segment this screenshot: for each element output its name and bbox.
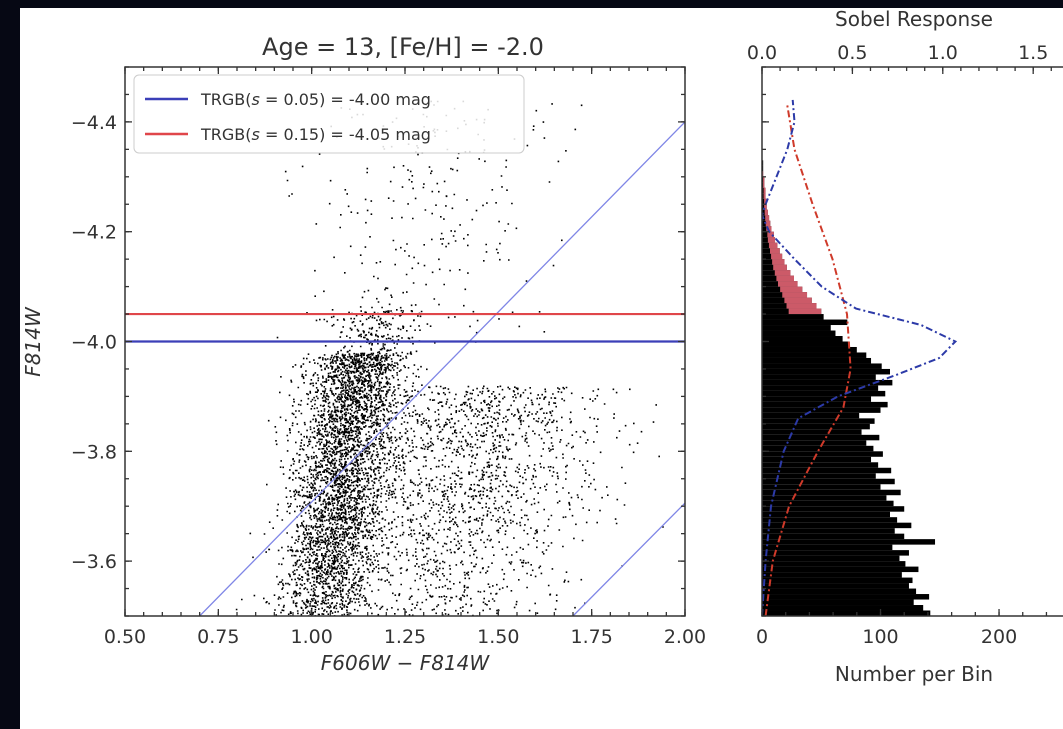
cmd-title: Age = 13, [Fe/H] = -2.0: [262, 33, 544, 61]
histogram-bar: [762, 402, 888, 407]
x-tick-label-1: 0.75: [197, 626, 239, 648]
histogram-bar: [762, 495, 886, 500]
histogram-bar: [762, 545, 892, 550]
hist-x-tick-label-2: 200: [981, 626, 1017, 648]
histogram-overlay-bar: [775, 270, 791, 275]
histogram-bar: [762, 413, 859, 418]
x-tick-label-4: 1.50: [477, 626, 519, 648]
histogram-bar: [762, 567, 918, 572]
sobel-tick-label-2: 1.0: [928, 42, 958, 64]
histogram-overlay-bar: [763, 177, 764, 182]
histogram-overlay-bar: [765, 215, 769, 220]
histogram-overlay-bar: [763, 182, 764, 187]
y-tick-label-0: −3.6: [71, 551, 117, 573]
histogram-bar: [762, 539, 935, 544]
y-tick-label-4: −4.4: [71, 112, 117, 134]
histogram-bar: [762, 611, 930, 616]
x-tick-label-0: 0.50: [104, 626, 146, 648]
cmd-xlabel: F606W − F814W: [321, 651, 491, 675]
histogram-bar: [762, 396, 871, 401]
sobel-tick-label-1: 0.5: [837, 42, 867, 64]
histogram-bar: [762, 501, 894, 506]
histogram-overlay-bar: [764, 193, 766, 198]
histogram-bar: [762, 407, 881, 412]
x-tick-label-5: 1.75: [571, 626, 613, 648]
histogram-bar: [762, 347, 857, 352]
histogram-bar: [762, 391, 885, 396]
histogram-bar: [762, 490, 901, 495]
histogram-bar: [762, 578, 913, 583]
histogram-bar: [762, 363, 882, 368]
legend-entry-blue: TRGB(s = 0.05) = -4.00 mag: [200, 90, 431, 109]
histogram-overlay-bar: [768, 237, 775, 242]
histogram-bar: [762, 473, 876, 478]
histogram-bar: [762, 583, 909, 588]
histogram-bar: [762, 506, 904, 511]
histogram-bar: [762, 594, 929, 599]
hist-x-tick-label-0: 0: [756, 626, 768, 648]
histogram-bar: [762, 479, 895, 484]
histogram-overlay-bar: [772, 259, 784, 264]
histogram-bar: [762, 429, 862, 434]
histogram-bar: [762, 589, 916, 594]
histogram-bar: [762, 440, 866, 445]
histogram-bar: [762, 325, 831, 330]
histogram-bar: [762, 435, 879, 440]
y-tick-label-3: −4.2: [71, 222, 117, 244]
x-tick-label-6: 2.00: [664, 626, 706, 648]
histogram-bar: [762, 550, 909, 555]
histogram-bar: [762, 605, 923, 610]
histogram-overlay-bar: [789, 309, 822, 314]
histogram-bar: [762, 336, 843, 341]
histogram-overlay-bar: [787, 303, 817, 308]
histogram-bar: [762, 369, 890, 374]
histogram-bar: [762, 512, 890, 517]
histogram-overlay-bar: [770, 248, 780, 253]
histogram-overlay-bar: [776, 276, 794, 281]
histogram-overlay-bar: [780, 287, 802, 292]
histogram-bar: [762, 457, 871, 462]
sobel-tick-label-0: 0.0: [747, 42, 777, 64]
histogram-bar: [762, 331, 835, 336]
histogram-overlay-bar: [765, 210, 768, 215]
histogram-overlay-bar: [769, 243, 777, 248]
x-tick-label-2: 1.00: [291, 626, 333, 648]
hist-x-tick-label-1: 100: [862, 626, 898, 648]
histogram-overlay-bar: [764, 188, 766, 193]
histogram-overlay-bar: [766, 221, 771, 226]
y-tick-label-1: −3.8: [71, 441, 117, 463]
histogram-bar: [762, 342, 850, 347]
histogram-bar: [762, 534, 904, 539]
y-tick-label-2: −4.0: [71, 332, 117, 354]
histogram-bar: [762, 517, 897, 522]
cmd-legend: TRGB(s = 0.05) = -4.00 mag TRGB(s = 0.15…: [134, 75, 524, 153]
histogram-overlay-bar: [778, 281, 798, 286]
histogram-bar: [762, 418, 875, 423]
cmd-ylabel: F814W: [21, 306, 45, 377]
histogram-xlabel: Number per Bin: [835, 662, 993, 686]
histogram-bar: [762, 358, 871, 363]
histogram-bar: [762, 320, 847, 325]
histogram-overlay-bar: [784, 298, 811, 303]
x-tick-label-3: 1.25: [384, 626, 426, 648]
sobel-axis-label: Sobel Response: [835, 7, 993, 31]
histogram-bar: [762, 484, 881, 489]
histogram-bar: [762, 314, 824, 319]
histogram-bar: [762, 572, 902, 577]
legend-entry-red: TRGB(s = 0.15) = -4.05 mag: [200, 125, 431, 144]
histogram-bar: [762, 424, 870, 429]
histogram-bar: [762, 451, 883, 456]
histogram-bar: [762, 556, 899, 561]
histogram-bar: [762, 468, 891, 473]
histogram-bar: [762, 600, 914, 605]
histogram-overlay-bar: [782, 292, 807, 297]
histogram-bar: [762, 374, 876, 379]
sobel-tick-label-3: 1.5: [1018, 42, 1048, 64]
histogram-bar: [762, 561, 905, 566]
histogram-overlay-bar: [771, 254, 782, 259]
histogram-overlay-bar: [773, 265, 787, 270]
